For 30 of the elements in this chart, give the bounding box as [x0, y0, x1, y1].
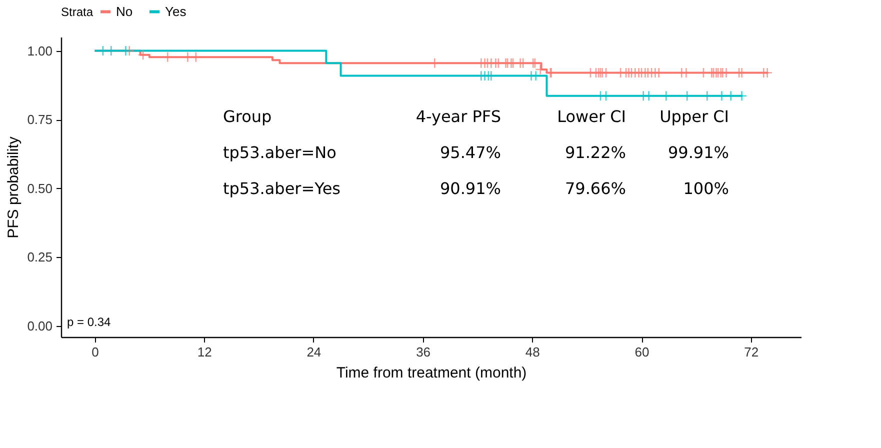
x-tick-label: 36 [416, 344, 431, 360]
x-tick-label: 12 [197, 344, 212, 360]
annotation: 4-year PFS [416, 107, 501, 126]
annotation: Lower CI [557, 107, 626, 126]
legend-label: Yes [165, 4, 187, 19]
annotation: Upper CI [660, 107, 729, 126]
y-tick-label: 0.50 [27, 180, 52, 196]
y-tick-label: 0.00 [27, 318, 52, 334]
annotation: tp53.aber=No [223, 143, 336, 162]
y-tick-label: 0.75 [27, 112, 52, 128]
annotation: Group [223, 107, 272, 126]
annotation: 100% [683, 179, 729, 198]
x-tick-label: 72 [744, 344, 759, 360]
annotation: 90.91% [440, 179, 501, 198]
x-tick-label: 48 [525, 344, 540, 360]
y-tick-label: 1.00 [27, 43, 52, 58]
annotation: 99.91% [668, 143, 729, 162]
annotation: tp53.aber=Yes [223, 179, 340, 198]
annotation: 79.66% [564, 179, 626, 198]
y-axis-title: PFS probability [5, 136, 22, 238]
annotation: 95.47% [440, 143, 501, 162]
x-tick-label: 0 [92, 344, 99, 360]
x-axis-title: Time from treatment (month) [336, 364, 527, 382]
annotation: 91.22% [564, 143, 626, 162]
x-tick-label: 24 [306, 344, 322, 360]
annotation: p = 0.34 [67, 315, 112, 329]
y-tick-label: 0.25 [27, 250, 52, 265]
legend-title: Strata [61, 5, 94, 19]
legend-label: No [116, 4, 133, 19]
x-tick-label: 60 [634, 344, 650, 360]
